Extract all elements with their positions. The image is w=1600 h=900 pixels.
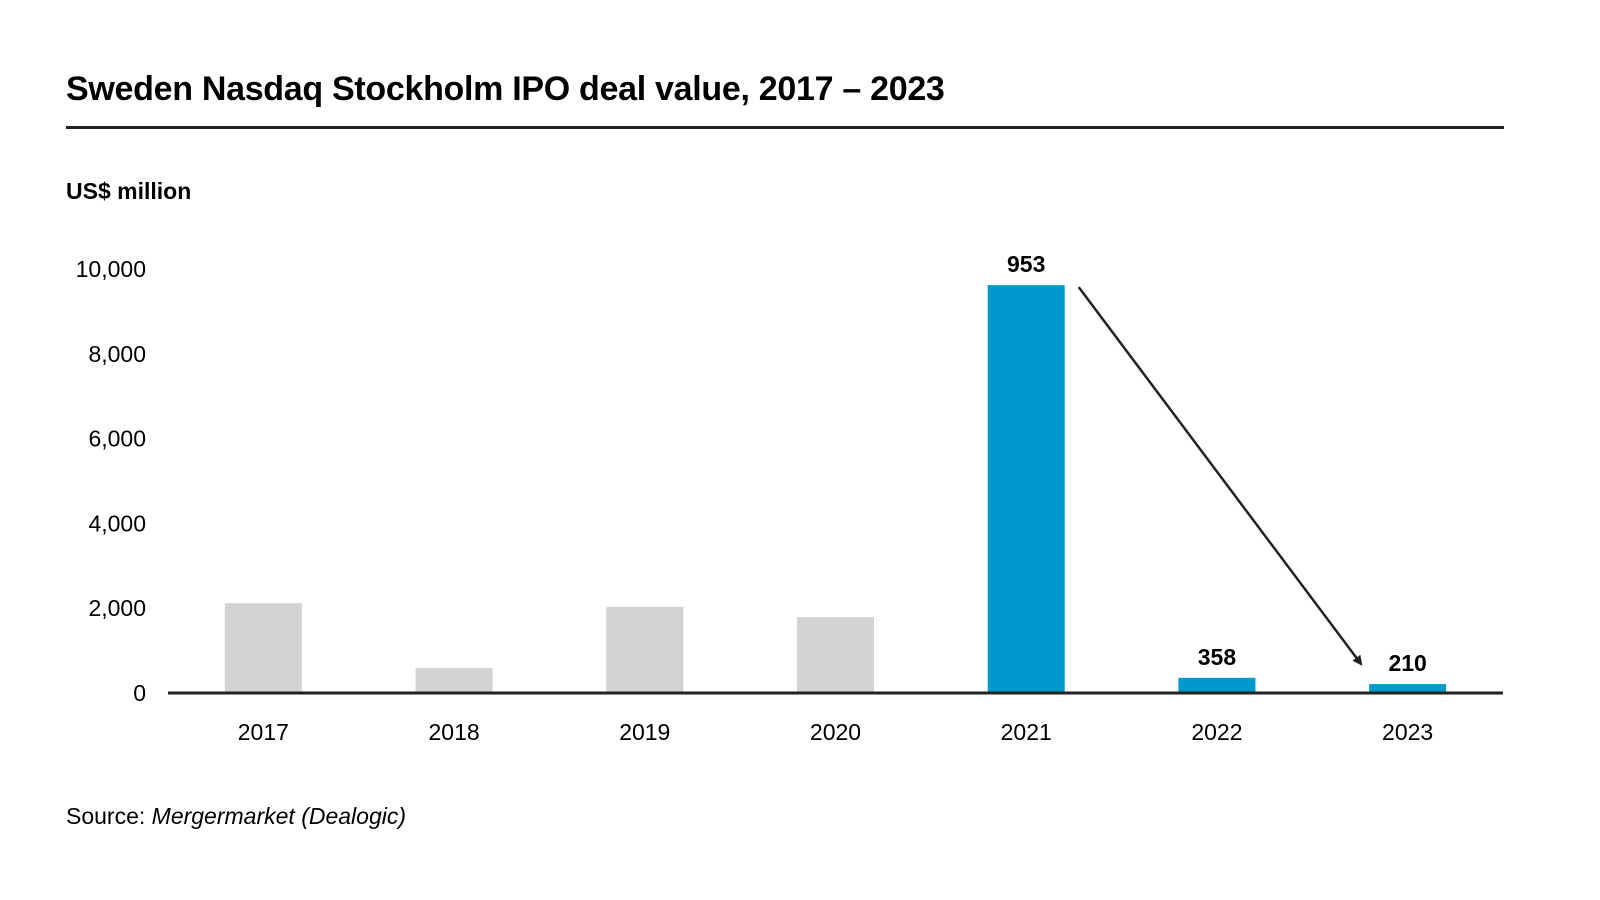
data-labels-group: 953 358 210 <box>1007 251 1427 676</box>
x-axis: 2017 2018 2019 2020 2021 2022 2023 <box>238 719 1433 745</box>
x-tick-label: 2020 <box>810 719 861 745</box>
bar-2022 <box>1178 677 1256 693</box>
y-tick-label: 10,000 <box>76 256 146 282</box>
y-tick-label: 0 <box>133 680 146 706</box>
bar-2021 <box>987 285 1065 693</box>
title-divider <box>66 126 1504 129</box>
y-tick-label: 4,000 <box>88 510 146 536</box>
y-tick-label: 6,000 <box>88 426 146 452</box>
x-tick-label: 2022 <box>1191 719 1242 745</box>
y-tick-label: 2,000 <box>88 595 146 621</box>
source-prefix: Source: <box>66 803 146 829</box>
decline-arrow <box>1077 286 1363 666</box>
x-tick-label: 2019 <box>619 719 670 745</box>
bar-2019 <box>606 606 684 693</box>
source-name: Mergermarket (Dealogic) <box>151 803 407 829</box>
bar-2018 <box>415 667 493 693</box>
data-label-2022: 358 <box>1198 644 1237 670</box>
y-axis: 0 2,000 4,000 6,000 8,000 10,000 <box>76 256 146 706</box>
chart-title: Sweden Nasdaq Stockholm IPO deal value, … <box>66 70 945 108</box>
y-tick-label: 8,000 <box>88 341 146 367</box>
x-tick-label: 2023 <box>1382 719 1433 745</box>
bar-2017 <box>224 603 302 693</box>
bar-2020 <box>797 617 874 693</box>
x-tick-label: 2017 <box>238 719 289 745</box>
source-note: Source: Mergermarket (Dealogic) <box>66 803 406 830</box>
x-tick-label: 2018 <box>428 719 479 745</box>
bar-2023 <box>1369 684 1447 693</box>
data-label-2021: 953 <box>1007 251 1045 277</box>
x-tick-label: 2021 <box>1001 719 1052 745</box>
data-label-2023: 210 <box>1388 650 1426 676</box>
y-axis-unit-label: US$ million <box>66 178 192 204</box>
bars-group <box>224 285 1447 693</box>
